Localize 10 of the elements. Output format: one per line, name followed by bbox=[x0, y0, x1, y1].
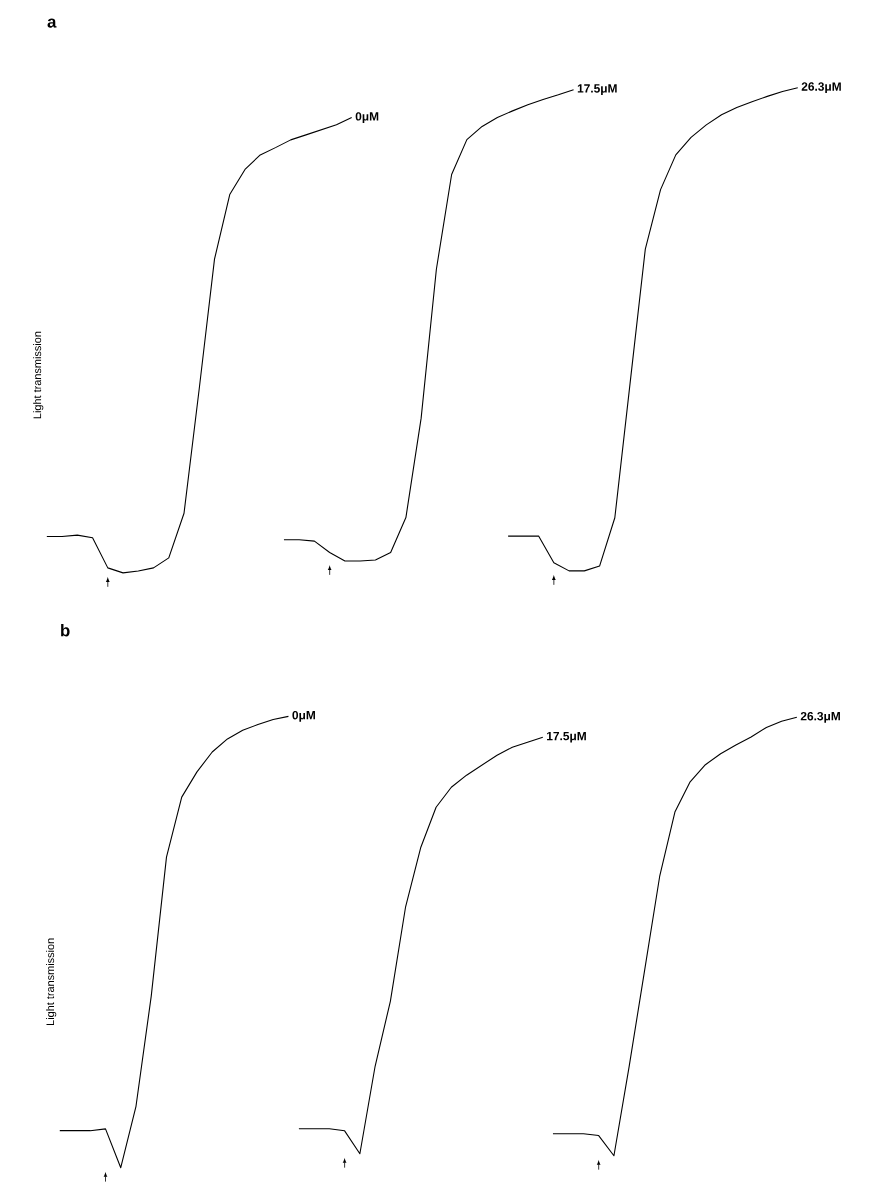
chart-title: b bbox=[61, 624, 70, 637]
series-label: 0μM bbox=[355, 112, 379, 123]
series-label: 17.5μM bbox=[577, 84, 617, 95]
series-label: 17.5μM bbox=[547, 731, 587, 743]
y-axis-title: Light transmission bbox=[46, 938, 57, 1025]
series-label: 0μM bbox=[292, 710, 316, 722]
series-label: 26.3μM bbox=[801, 82, 841, 94]
chart-title: a bbox=[47, 18, 57, 28]
series-label: 26.3μM bbox=[800, 711, 841, 723]
y-axis-title: Light transmission bbox=[33, 331, 44, 419]
